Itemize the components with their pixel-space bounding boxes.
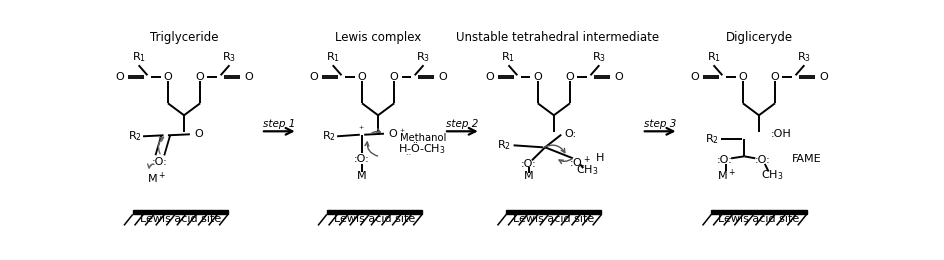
Text: O: O: [163, 72, 172, 82]
Text: Lewis acid site: Lewis acid site: [140, 214, 221, 224]
Text: :O:: :O:: [520, 159, 536, 169]
Text: R$_2$: R$_2$: [321, 129, 335, 143]
Text: R$_2$: R$_2$: [497, 138, 511, 152]
Text: M: M: [357, 171, 366, 181]
Text: R$_1$: R$_1$: [326, 50, 340, 64]
Text: :O:: :O:: [354, 154, 369, 164]
Text: O: O: [770, 72, 779, 82]
Text: CH$_3$: CH$_3$: [576, 164, 598, 177]
Text: O: O: [115, 72, 124, 82]
Text: step 1: step 1: [262, 119, 295, 129]
Bar: [327, 210, 422, 214]
Text: O: O: [390, 72, 398, 82]
Text: $^+$: $^+$: [357, 124, 364, 133]
Text: Unstable tetrahedral intermediate: Unstable tetrahedral intermediate: [456, 31, 658, 44]
Text: Lewis acid site: Lewis acid site: [333, 214, 414, 224]
Text: O: O: [614, 72, 622, 82]
Text: :O:: :O:: [152, 157, 168, 167]
Text: H: H: [596, 153, 603, 163]
Text: Triglyceride: Triglyceride: [150, 31, 218, 44]
Text: O: O: [357, 72, 366, 82]
Text: R$_3$: R$_3$: [416, 50, 430, 64]
Text: O: O: [737, 72, 747, 82]
Text: R$_1$: R$_1$: [706, 50, 720, 64]
Text: :OH: :OH: [769, 129, 790, 139]
Text: O: O: [484, 72, 494, 82]
Text: M: M: [524, 171, 533, 181]
Text: step 3: step 3: [643, 119, 676, 129]
Text: :O:: :O:: [754, 155, 769, 165]
Text: CH$_3$: CH$_3$: [760, 168, 783, 182]
Text: R$_3$: R$_3$: [222, 50, 236, 64]
Text: O: O: [689, 72, 699, 82]
Text: O: O: [818, 72, 827, 82]
Text: O: O: [195, 72, 204, 82]
Text: H-Ö-CH$_3$: H-Ö-CH$_3$: [397, 140, 446, 156]
Text: $^+$: $^+$: [397, 127, 405, 136]
Text: Lewis acid site: Lewis acid site: [717, 214, 799, 224]
Text: R$_1$: R$_1$: [501, 50, 515, 64]
Text: O:: O:: [564, 129, 576, 139]
Bar: [711, 210, 806, 214]
Text: O: O: [438, 72, 447, 82]
Text: R$_2$: R$_2$: [704, 132, 717, 146]
Text: O: O: [388, 129, 396, 139]
Text: Lewis complex: Lewis complex: [334, 31, 421, 44]
Text: R$_2$: R$_2$: [127, 129, 142, 143]
Text: R$_3$: R$_3$: [592, 50, 606, 64]
Text: M$^+$: M$^+$: [716, 168, 734, 183]
Bar: [132, 210, 228, 214]
Text: step 2: step 2: [446, 119, 478, 129]
Bar: [506, 210, 600, 214]
Text: ..: ..: [405, 148, 416, 157]
Text: R$_1$: R$_1$: [131, 50, 145, 64]
Text: R$_3$: R$_3$: [797, 50, 811, 64]
Text: :O$^+$: :O$^+$: [569, 155, 591, 170]
Text: O: O: [532, 72, 542, 82]
Text: M$^+$: M$^+$: [146, 171, 165, 186]
Text: O: O: [309, 72, 318, 82]
Text: Digliceryde: Digliceryde: [725, 31, 792, 44]
Text: Lewis acid site: Lewis acid site: [513, 214, 594, 224]
Text: :O:: :O:: [716, 155, 732, 165]
Text: O: O: [244, 72, 253, 82]
Text: O: O: [194, 129, 203, 139]
Text: FAME: FAME: [791, 154, 820, 164]
Text: Methanol: Methanol: [400, 133, 447, 143]
Text: O: O: [565, 72, 574, 82]
